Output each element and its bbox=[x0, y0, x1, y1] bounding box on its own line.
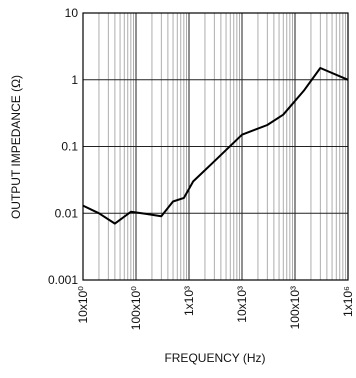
x-tick-label: 100x10³ bbox=[288, 286, 302, 329]
plot-frame bbox=[82, 12, 349, 281]
y-axis-label: OUTPUT IMPEDANCE (Ω) bbox=[9, 75, 23, 219]
y-tick-label: 0.1 bbox=[61, 140, 78, 154]
x-axis-label: FREQUENCY (Hz) bbox=[164, 351, 265, 365]
x-tick-label: 10x10⁰ bbox=[76, 286, 90, 324]
x-tick-label: 1x10³ bbox=[182, 286, 196, 316]
x-tick-label: 1x10⁶ bbox=[341, 286, 355, 317]
data-line bbox=[82, 67, 349, 225]
y-tick-label: 0.001 bbox=[48, 273, 78, 287]
y-tick-label: 1 bbox=[71, 73, 78, 87]
x-tick-label: 100x10⁰ bbox=[129, 286, 143, 330]
y-tick-label: 10 bbox=[65, 6, 79, 20]
y-tick-label: 0.01 bbox=[55, 206, 79, 220]
x-tick-label: 10x10³ bbox=[235, 286, 249, 323]
